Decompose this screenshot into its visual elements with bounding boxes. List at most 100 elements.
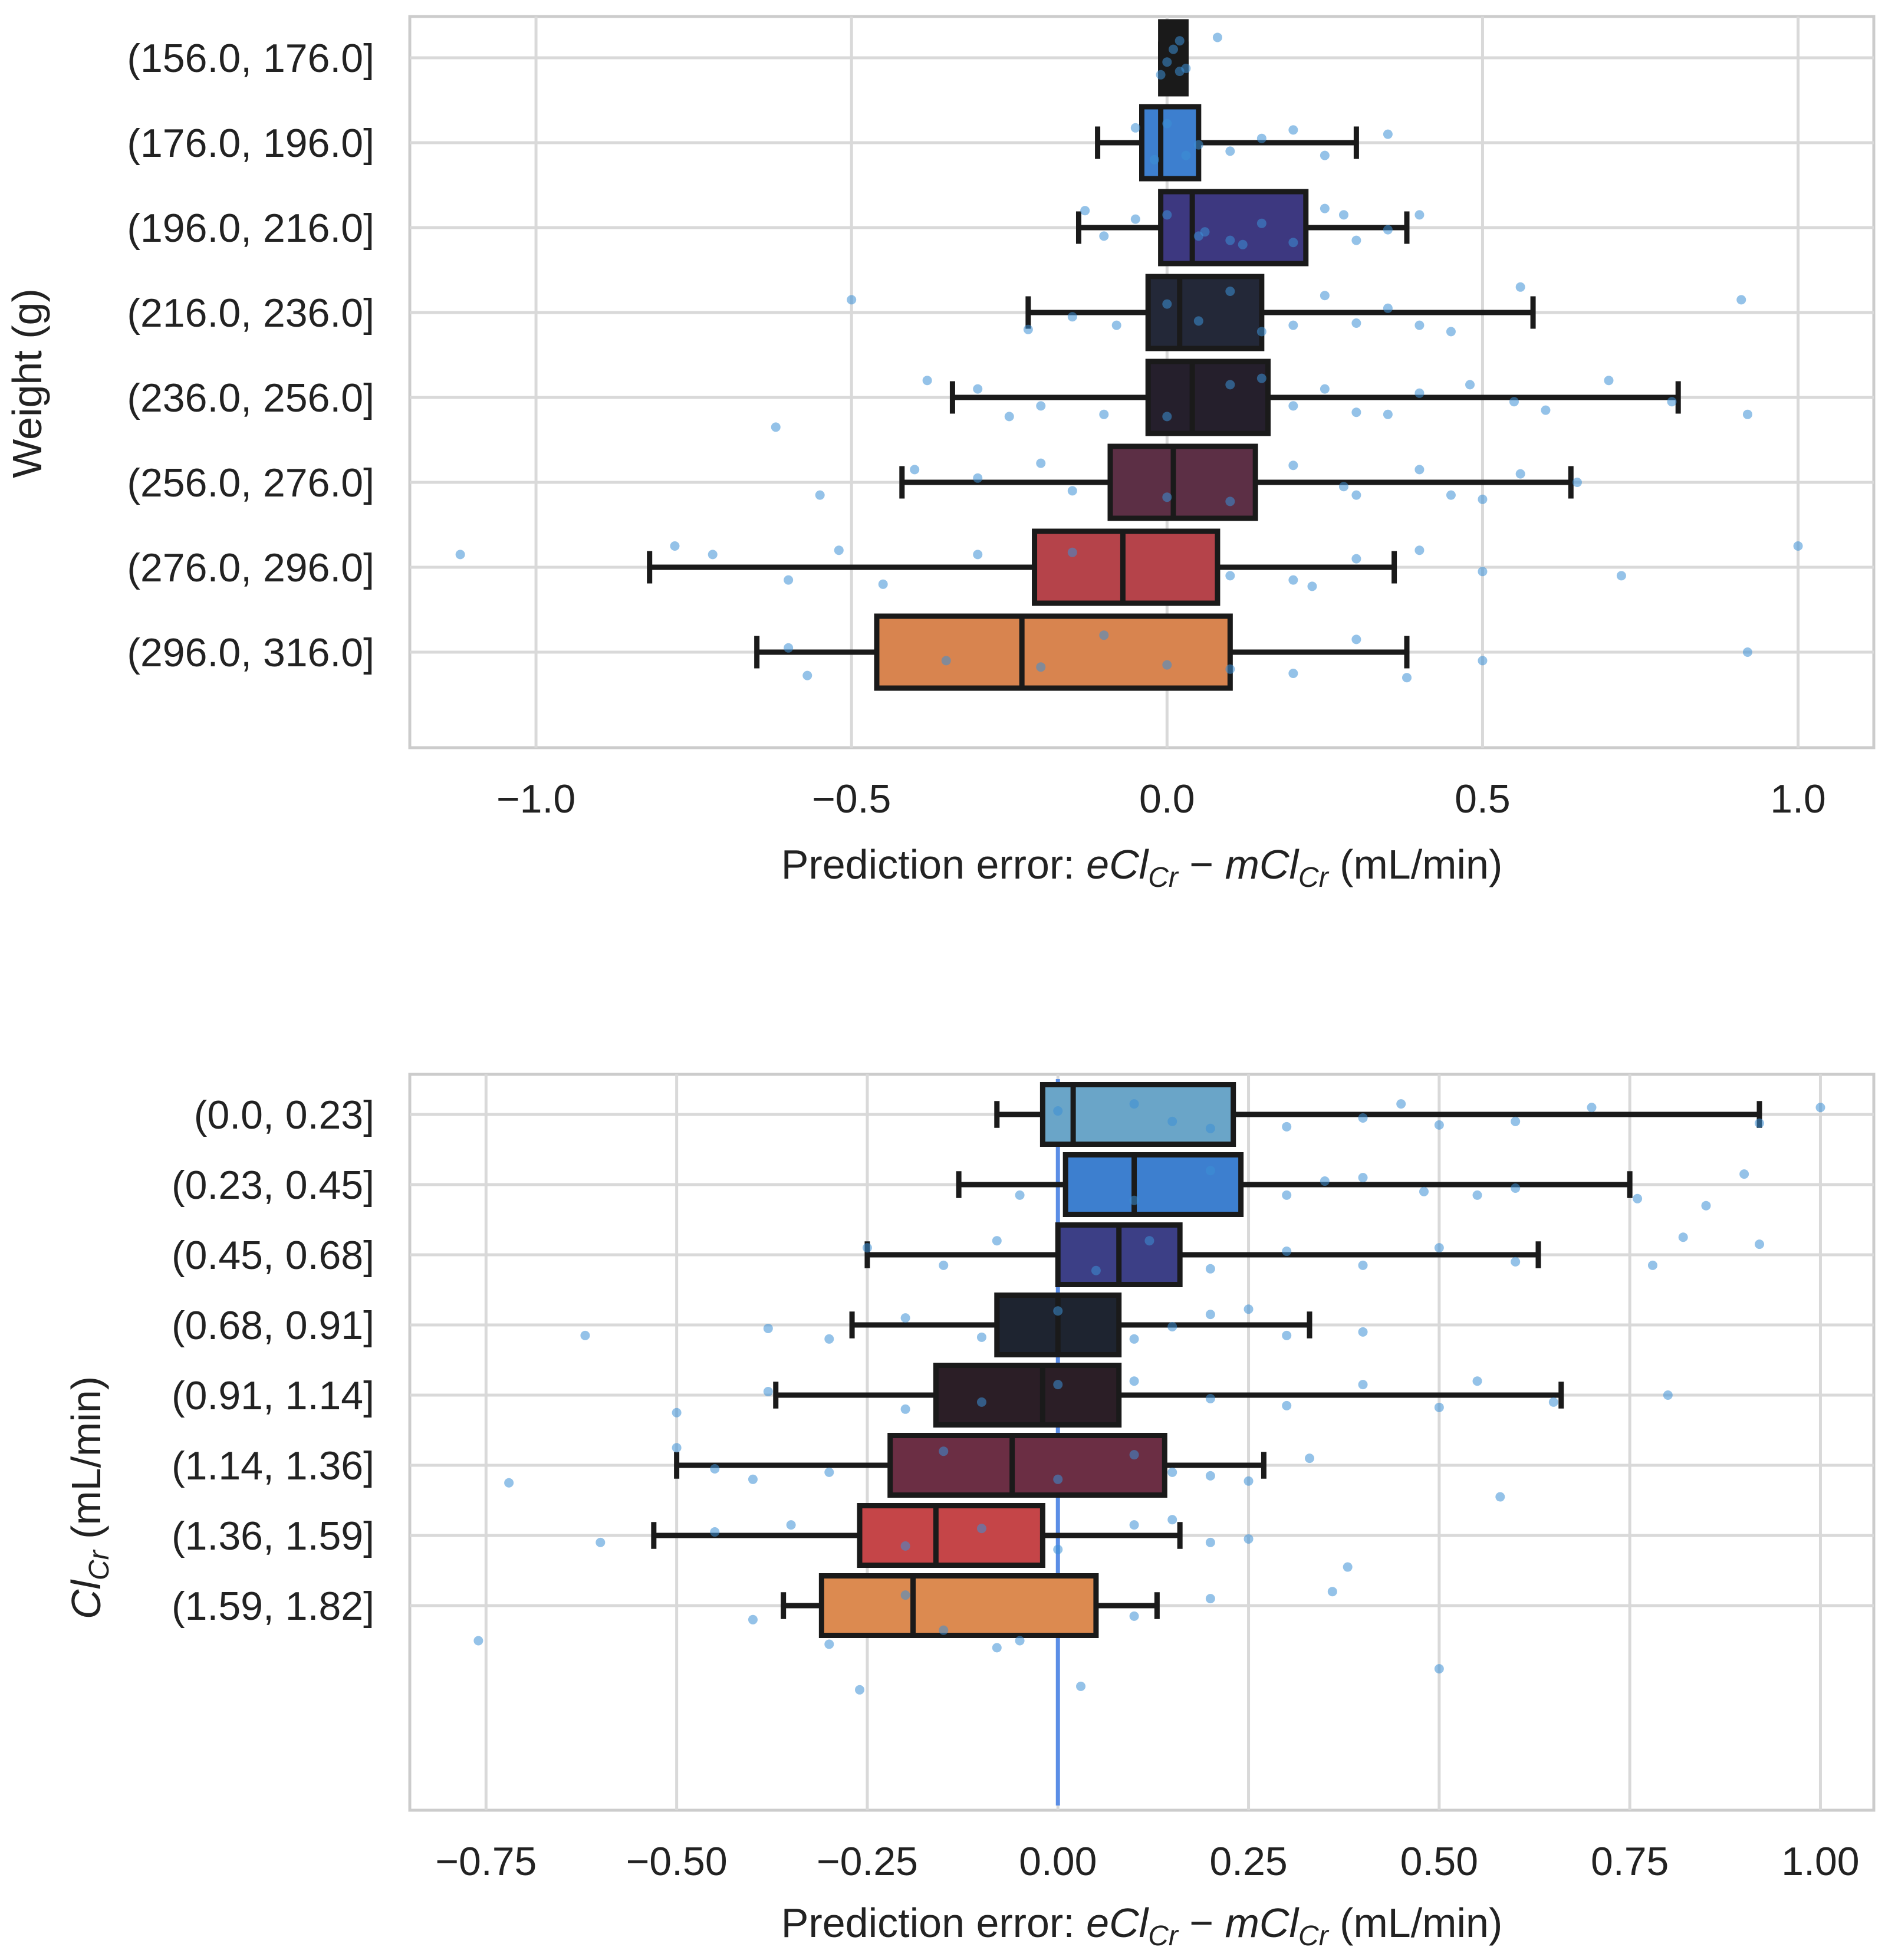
- data-point: [1511, 1116, 1521, 1126]
- data-point: [1144, 1236, 1154, 1246]
- box-group: [754, 613, 1410, 691]
- data-point: [1647, 1260, 1657, 1270]
- data-point: [1288, 320, 1298, 330]
- iqr-box: [933, 1363, 1122, 1428]
- data-point: [1129, 1195, 1139, 1205]
- data-point: [1663, 1390, 1673, 1400]
- y-tick-label: (236.0, 256.0]: [127, 376, 374, 420]
- clcr-boxplot-panel: −0.75 −0.50 −0.25 0.00 0.25 0.50 0.75 1.00 (0.0,…: [63, 1073, 1876, 1952]
- data-point: [1282, 1400, 1292, 1410]
- box-group: [864, 1222, 1541, 1287]
- data-point: [1129, 1334, 1139, 1344]
- data-point: [1667, 397, 1677, 407]
- data-point: [1067, 486, 1077, 496]
- data-point: [1167, 1116, 1177, 1126]
- data-point: [1465, 380, 1475, 390]
- data-point: [1200, 227, 1210, 237]
- x-label-sub1: Cr: [1148, 862, 1179, 893]
- data-point: [1320, 1176, 1330, 1186]
- data-point: [1351, 634, 1361, 644]
- data-point: [1327, 1587, 1337, 1597]
- iqr-box: [1062, 1152, 1244, 1217]
- data-point: [1338, 210, 1348, 220]
- data-point: [847, 295, 857, 305]
- data-point: [786, 1520, 796, 1530]
- data-point: [1541, 405, 1551, 415]
- data-point: [1099, 630, 1109, 640]
- data-point: [941, 656, 951, 666]
- data-point: [855, 1685, 865, 1695]
- data-point: [1288, 401, 1298, 411]
- data-point: [1015, 1190, 1025, 1200]
- x-label-term2: mCl: [1225, 841, 1300, 887]
- data-point: [1755, 1118, 1765, 1128]
- iqr-box: [1145, 274, 1265, 351]
- data-point: [1162, 660, 1172, 670]
- data-point: [1307, 581, 1317, 591]
- data-point: [922, 376, 932, 386]
- x-tick-label: 0.0: [1139, 777, 1195, 821]
- data-point: [1080, 206, 1090, 216]
- data-point: [1015, 1636, 1025, 1646]
- data-point: [976, 1332, 986, 1342]
- data-point: [1099, 231, 1109, 241]
- y-tick-label: (176.0, 196.0]: [127, 121, 374, 166]
- data-point: [1434, 1243, 1444, 1253]
- data-point: [1225, 146, 1235, 156]
- iqr-box: [874, 613, 1233, 691]
- data-point: [771, 422, 781, 432]
- weight-boxplot-panel: −1.0 −0.5 0.0 0.5 1.0 (156.0, 176.0] (176.0, 1…: [4, 15, 1876, 893]
- data-point: [1162, 412, 1172, 422]
- data-point: [672, 1443, 682, 1453]
- data-point: [824, 1334, 834, 1344]
- x-label-prefix: Prediction error:: [781, 841, 1086, 887]
- data-point: [1243, 1304, 1254, 1314]
- data-point: [596, 1537, 606, 1547]
- data-point: [1742, 647, 1752, 657]
- data-point: [1036, 662, 1046, 672]
- data-point: [1742, 409, 1752, 419]
- iqr-box: [887, 1433, 1167, 1498]
- y-axis-label: ClCr (mL/min): [63, 1376, 115, 1619]
- iqr-box: [1107, 443, 1258, 521]
- data-point: [455, 550, 465, 560]
- data-point: [1288, 461, 1298, 471]
- data-point: [1351, 490, 1361, 500]
- data-point: [1478, 567, 1488, 577]
- data-point: [862, 1243, 872, 1253]
- data-point: [1434, 1664, 1444, 1674]
- data-point: [748, 1614, 758, 1624]
- data-point: [1305, 1453, 1315, 1464]
- x-tick-label: −0.50: [626, 1839, 728, 1884]
- box-group: [647, 528, 1397, 606]
- box-group: [949, 359, 1681, 436]
- x-tick-label: −0.5: [812, 777, 891, 821]
- data-point: [1288, 238, 1298, 248]
- data-point: [824, 1467, 834, 1477]
- data-point: [784, 643, 794, 653]
- data-point: [1053, 1474, 1063, 1484]
- data-point: [1419, 1186, 1429, 1196]
- data-point: [1320, 291, 1330, 301]
- data-point: [1156, 70, 1166, 80]
- box-group: [994, 1082, 1762, 1147]
- data-point: [1205, 1537, 1215, 1547]
- data-point: [834, 545, 844, 555]
- box-group: [1075, 189, 1410, 267]
- data-point: [1320, 384, 1330, 394]
- data-point: [473, 1636, 483, 1646]
- data-point: [1036, 458, 1046, 468]
- data-point: [1238, 239, 1248, 249]
- box-group: [1025, 274, 1536, 351]
- data-point: [900, 1313, 910, 1323]
- iqr-box: [1032, 528, 1221, 606]
- data-point: [1129, 1520, 1139, 1530]
- data-point: [1282, 1247, 1292, 1257]
- data-point: [1288, 575, 1298, 585]
- data-point: [1511, 1257, 1521, 1267]
- data-point: [1205, 1471, 1215, 1481]
- data-point: [1181, 150, 1191, 160]
- x-tick-label: 0.75: [1591, 1839, 1669, 1884]
- data-point: [1414, 210, 1425, 220]
- box-group: [849, 1293, 1312, 1357]
